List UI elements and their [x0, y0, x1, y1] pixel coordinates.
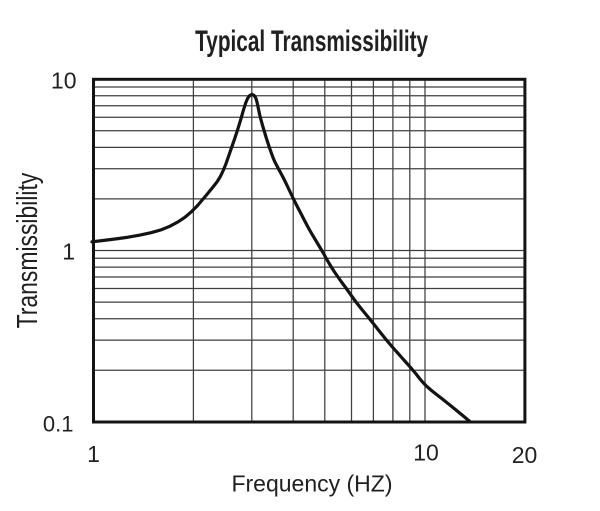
svg-text:1: 1: [62, 238, 75, 264]
svg-text:10: 10: [413, 440, 439, 466]
svg-text:1: 1: [87, 441, 100, 467]
svg-text:0.1: 0.1: [43, 412, 74, 437]
svg-text:10: 10: [51, 67, 77, 93]
svg-text:Frequency (HZ): Frequency (HZ): [231, 471, 392, 497]
svg-text:Transmissibility: Transmissibility: [10, 172, 43, 328]
svg-text:20: 20: [512, 442, 538, 468]
